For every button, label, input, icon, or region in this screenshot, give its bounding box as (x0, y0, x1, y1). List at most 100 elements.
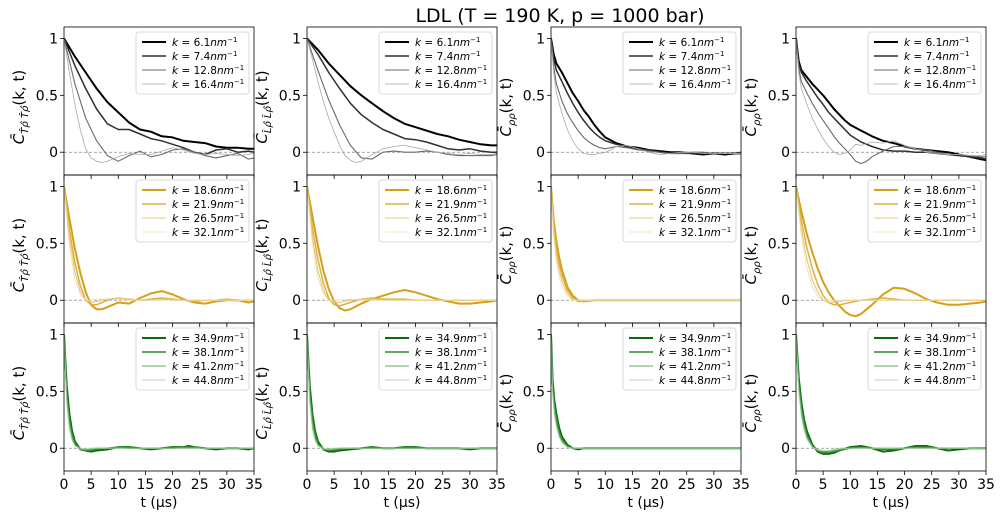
legend-label: k = 32.1nm−1 (904, 226, 976, 239)
panel-r1c1: 0 0.5 1 C̄T̂ρ̂ T̂ρ̂(k, t) k = 6.1nm−1k = 7.4… (9, 26, 255, 179)
legend-box (622, 31, 737, 95)
series-line-4 (551, 186, 741, 301)
series-line-3 (64, 38, 254, 162)
y-axis-label: C̄ρρ(k, t) (496, 226, 518, 285)
y-axis-label: C̄T̂ρ̂ T̂ρ̂(k, t) (9, 218, 31, 292)
x-tick-label: 5 (87, 477, 96, 493)
legend-box (378, 179, 493, 243)
y-tick-label: 0.5 (523, 236, 545, 252)
legend-label: k = 34.9nm−1 (172, 332, 244, 345)
panel-r2c4: 00.51C̄ρρ(k, t)k = 18.6nm−1k = 21.9nm−1k… (741, 174, 987, 327)
series-line-4 (64, 186, 254, 301)
panel-r2c1: 0 0.5 1 C̄T̂ρ̂ T̂ρ̂(k, t) k = 18.6nm−1k = 21… (9, 174, 255, 327)
legend-label: k = 7.4nm−1 (172, 50, 237, 63)
panel-r1c4: 00.51C̄ρρ(k, t)k = 6.1nm−1k = 7.4nm−1k =… (741, 26, 987, 179)
y-axis-label: C̄T̂ρ̂ T̂ρ̂(k, t) (9, 366, 31, 440)
panel-r3c1: 00.510 5 10 15 20 25 30 35t (μs)C̄T̂ρ̂ T̂ρ̂(k, … (9, 322, 263, 511)
legend-box (378, 327, 493, 391)
x-tick-label: 5 (574, 477, 583, 493)
y-tick-label: 0.5 (279, 384, 301, 400)
legend-box (135, 31, 250, 95)
legend-label: k = 41.2nm−1 (415, 360, 487, 373)
series-line-4 (796, 186, 986, 301)
legend-box (867, 31, 982, 95)
y-tick-label: 0 (536, 293, 545, 309)
legend-box (867, 179, 982, 243)
legend-label: k = 34.9nm−1 (904, 332, 976, 345)
x-tick-label: 20 (651, 477, 669, 493)
axes-frame (795, 322, 987, 472)
x-tick-label: 30 (705, 477, 723, 493)
panel-r2c2: 0 0.5 1 CL̂ρ̂ L̂ρ̂(k, t) k = 18.6nm−1k = 21.… (253, 174, 498, 327)
y-tick-label: 1 (49, 327, 58, 343)
x-tick-label: 0 (60, 477, 69, 493)
y-tick-label: 0 (49, 145, 58, 161)
legend-label: k = 7.4nm−1 (659, 50, 724, 63)
axes-frame (306, 322, 498, 472)
legend-label: k = 38.1nm−1 (415, 346, 487, 359)
panel-grid: 00.51C̄T̂ρ̂ T̂ρ̂(k, t)k = 6.1nm−1k = 7.4… (9, 26, 995, 511)
y-tick-label: 0 (536, 441, 545, 457)
figure-title: LDL (T = 190 K, p = 1000 bar) (415, 5, 704, 27)
legend-box (622, 327, 737, 391)
legend-box (867, 327, 982, 391)
legend-label: k = 44.8nm−1 (415, 374, 487, 387)
legend-label: k = 6.1nm−1 (172, 36, 237, 49)
y-tick-label: 0 (781, 145, 790, 161)
x-tick-label: 35 (977, 477, 995, 493)
panel-r2c3: 00.51C̄ρρ(k, t)k = 18.6nm−1k = 21.9nm−1k… (496, 174, 742, 327)
y-tick-label: 0.5 (523, 384, 545, 400)
series-line-1 (307, 37, 497, 147)
legend-label: k = 6.1nm−1 (904, 36, 969, 49)
series-line-1 (64, 186, 254, 311)
series-line-1 (551, 38, 741, 156)
y-tick-label: 0 (49, 293, 58, 309)
panel-r3c2: 00.510 5 10 15 20 25 30 35t (μs)CL̂ρ̂ L̂ρ̂(k, t… (253, 322, 506, 511)
y-tick-label: 0.5 (279, 236, 301, 252)
legend-label: k = 18.6nm−1 (904, 184, 976, 197)
y-tick-label: 0 (292, 145, 301, 161)
x-tick-label: 10 (109, 477, 127, 493)
y-tick-label: 0.5 (768, 88, 790, 104)
series-line-1 (796, 334, 986, 455)
x-tick-label: 15 (869, 477, 887, 493)
y-tick-label: 0 (781, 441, 790, 457)
legend-label: k = 21.9nm−1 (415, 198, 487, 211)
y-tick-label: 0.5 (279, 88, 301, 104)
y-tick-label: 0.5 (768, 384, 790, 400)
series-line-3 (307, 38, 497, 160)
legend-box (135, 179, 250, 243)
x-tick-label: 15 (137, 477, 155, 493)
y-tick-label: 1 (781, 327, 790, 343)
legend-label: k = 32.1nm−1 (172, 226, 244, 239)
legend-label: k = 16.4nm−1 (904, 78, 976, 91)
x-tick-label: 15 (380, 477, 398, 493)
panel-r3c3: 00.510 5 10 15 20 25 30 35t (μs)C̄ρρ(k, t)k = 3… (496, 322, 750, 511)
x-tick-label: 10 (352, 477, 370, 493)
y-tick-label: 1 (292, 179, 301, 195)
series-line-1 (64, 37, 254, 150)
legend-label: k = 41.2nm−1 (904, 360, 976, 373)
y-tick-label: 0 (781, 293, 790, 309)
x-tick-label: 10 (841, 477, 859, 493)
panel-r3c4: 00.510 5 10 15 20 25 30 35t (μs)C̄ρρ(k, t)k = 3… (741, 322, 995, 511)
legend-label: k = 41.2nm−1 (659, 360, 731, 373)
legend-label: k = 18.6nm−1 (659, 184, 731, 197)
legend-label: k = 18.6nm−1 (172, 184, 244, 197)
axes-frame (63, 322, 255, 472)
legend-box (135, 327, 250, 391)
legend-label: k = 21.9nm−1 (172, 198, 244, 211)
x-tick-label: 35 (488, 477, 506, 493)
y-axis-label: C̄T̂ρ̂ T̂ρ̂(k, t) (9, 70, 31, 144)
y-tick-label: 1 (781, 179, 790, 195)
y-tick-label: 0.5 (523, 88, 545, 104)
y-axis-label: C̄ρρ(k, t) (741, 374, 763, 433)
legend-label: k = 16.4nm−1 (172, 78, 244, 91)
x-tick-label: 0 (547, 477, 556, 493)
legend-label: k = 32.1nm−1 (659, 226, 731, 239)
legend-label: k = 34.9nm−1 (415, 332, 487, 345)
legend-label: k = 12.8nm−1 (904, 64, 976, 77)
legend-label: k = 21.9nm−1 (659, 198, 731, 211)
x-tick-label: 25 (434, 477, 452, 493)
